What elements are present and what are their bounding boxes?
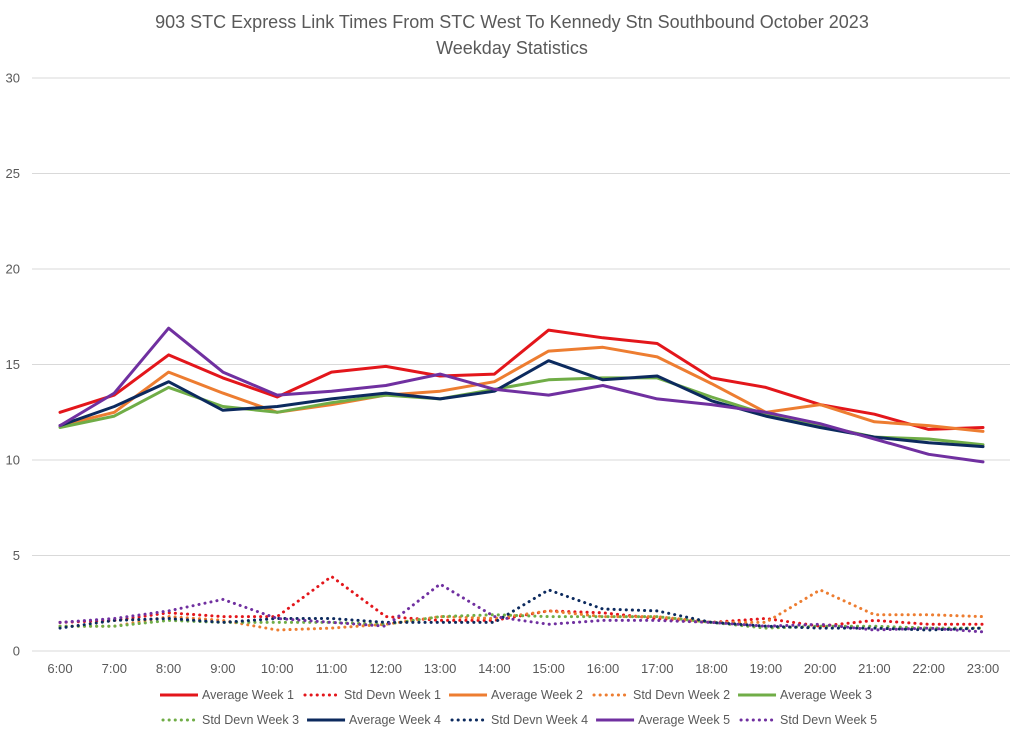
y-tick-label: 20 <box>6 262 20 277</box>
y-tick-label: 25 <box>6 166 20 181</box>
y-axis-ticks: 0 5 10 15 20 25 30 <box>6 71 20 659</box>
x-tick-label: 13:00 <box>424 661 457 676</box>
x-tick-label: 23:00 <box>967 661 1000 676</box>
chart-title: 903 STC Express Link Times From STC West… <box>155 12 869 32</box>
chart-subtitle: Weekday Statistics <box>436 38 588 58</box>
x-tick-label: 10:00 <box>261 661 294 676</box>
x-tick-label: 19:00 <box>750 661 783 676</box>
legend-label: Std Devn Week 5 <box>780 713 877 727</box>
series-line-average-week-2 <box>58 345 985 433</box>
legend-item: Average Week 4 <box>307 713 441 727</box>
x-axis-ticks: 6:00 7:00 8:00 9:00 10:00 11:00 12:00 13:00 14:0… <box>47 661 999 676</box>
y-tick-label: 5 <box>13 548 20 563</box>
legend-label: Std Devn Week 1 <box>344 688 441 702</box>
legend-label: Std Devn Week 2 <box>633 688 730 702</box>
series-line-average-week-5 <box>58 326 985 464</box>
legend-item: Std Devn Week 2 <box>592 688 730 702</box>
x-tick-label: 8:00 <box>156 661 181 676</box>
x-tick-label: 7:00 <box>102 661 127 676</box>
x-tick-label: 22:00 <box>912 661 945 676</box>
y-tick-label: 0 <box>13 644 20 659</box>
x-tick-label: 9:00 <box>210 661 235 676</box>
series-line-std-devn-week-3 <box>58 613 985 630</box>
x-tick-label: 20:00 <box>804 661 837 676</box>
series-lines <box>58 326 985 634</box>
legend-label: Average Week 1 <box>202 688 294 702</box>
legend-label: Average Week 3 <box>780 688 872 702</box>
legend-item: Std Devn Week 5 <box>739 713 877 727</box>
legend: Average Week 1 Std Devn Week 1 Average Wee… <box>160 688 877 727</box>
legend-item: Average Week 3 <box>738 688 872 702</box>
y-tick-label: 15 <box>6 357 20 372</box>
x-tick-label: 14:00 <box>478 661 511 676</box>
legend-label: Average Week 5 <box>638 713 730 727</box>
x-tick-label: 11:00 <box>316 661 348 676</box>
legend-label: Std Devn Week 3 <box>202 713 299 727</box>
legend-item: Std Devn Week 4 <box>450 713 588 727</box>
x-tick-label: 16:00 <box>587 661 620 676</box>
legend-label: Std Devn Week 4 <box>491 713 588 727</box>
x-tick-label: 21:00 <box>858 661 891 676</box>
x-tick-label: 18:00 <box>695 661 728 676</box>
legend-item: Std Devn Week 1 <box>303 688 441 702</box>
legend-label: Average Week 4 <box>349 713 441 727</box>
x-tick-label: 6:00 <box>47 661 72 676</box>
legend-item: Std Devn Week 3 <box>161 713 299 727</box>
legend-label: Average Week 2 <box>491 688 583 702</box>
x-tick-label: 17:00 <box>641 661 674 676</box>
y-tick-label: 30 <box>6 71 20 86</box>
y-tick-label: 10 <box>6 453 20 468</box>
series-line-average-week-4 <box>58 359 985 449</box>
legend-item: Average Week 5 <box>596 713 730 727</box>
x-tick-label: 12:00 <box>369 661 402 676</box>
legend-item: Average Week 1 <box>160 688 294 702</box>
legend-item: Average Week 2 <box>449 688 583 702</box>
x-tick-label: 15:00 <box>532 661 565 676</box>
series-line-std-devn-week-5 <box>58 582 985 634</box>
